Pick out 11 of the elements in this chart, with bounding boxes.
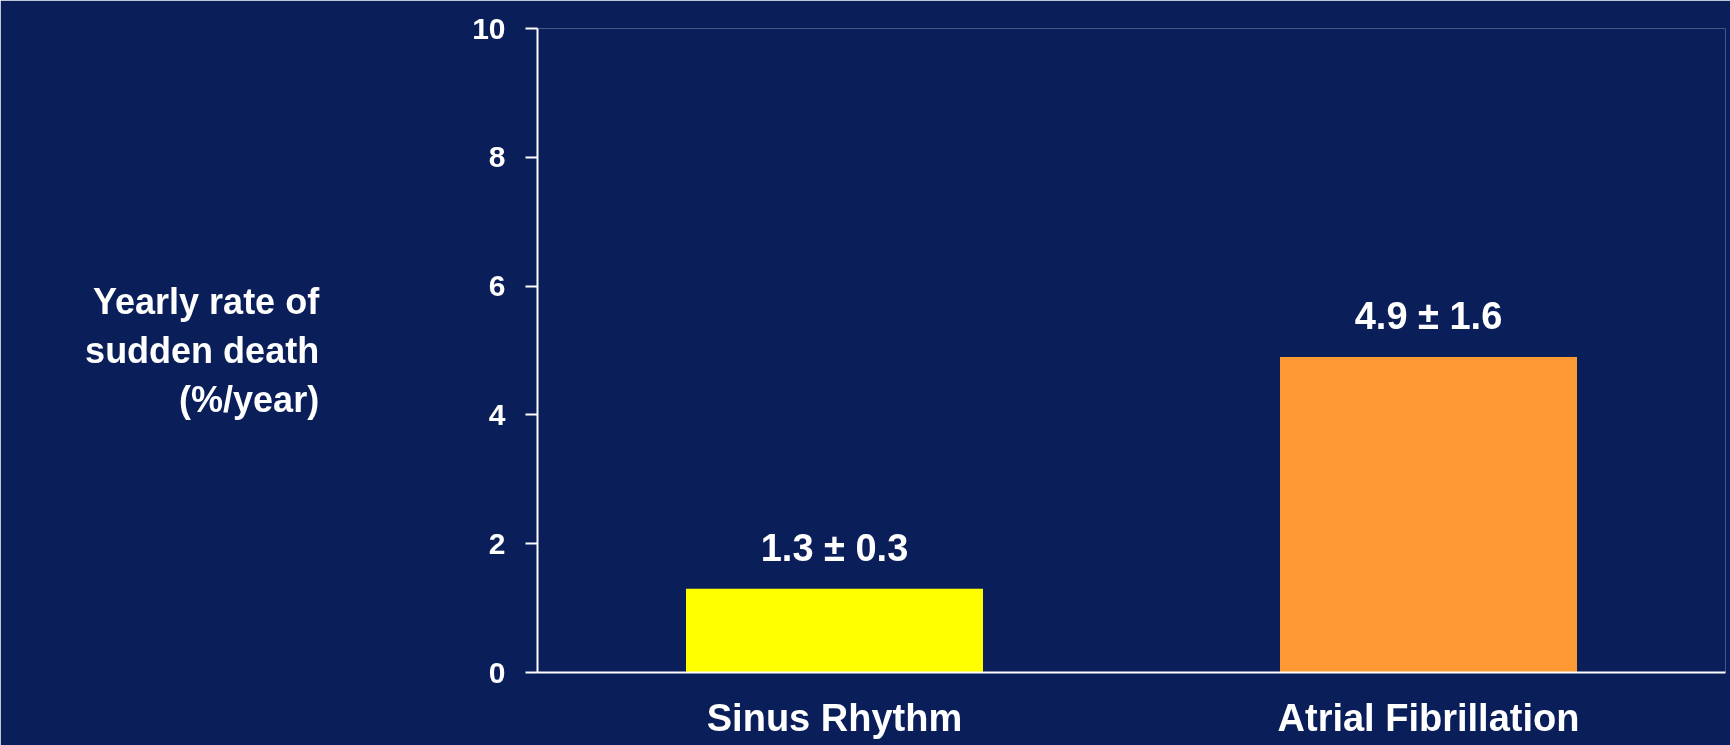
y-tick-label: 2	[488, 526, 506, 560]
data-label: 4.9 ± 1.6	[1354, 294, 1503, 337]
y-tick-label: 4	[488, 397, 506, 431]
y-tick-label: 10	[472, 11, 506, 45]
y-tick-label: 0	[488, 655, 506, 689]
x-tick-label: Atrial Fibrillation	[1277, 696, 1580, 739]
x-tick-label: Sinus Rhythm	[706, 696, 963, 739]
y-axis-title: Yearly rate of sudden death (%/year)	[85, 280, 321, 421]
y-tick-label: 8	[488, 140, 506, 174]
y-tick-label: 6	[488, 269, 506, 303]
data-label: 1.3 ± 0.3	[760, 526, 909, 569]
